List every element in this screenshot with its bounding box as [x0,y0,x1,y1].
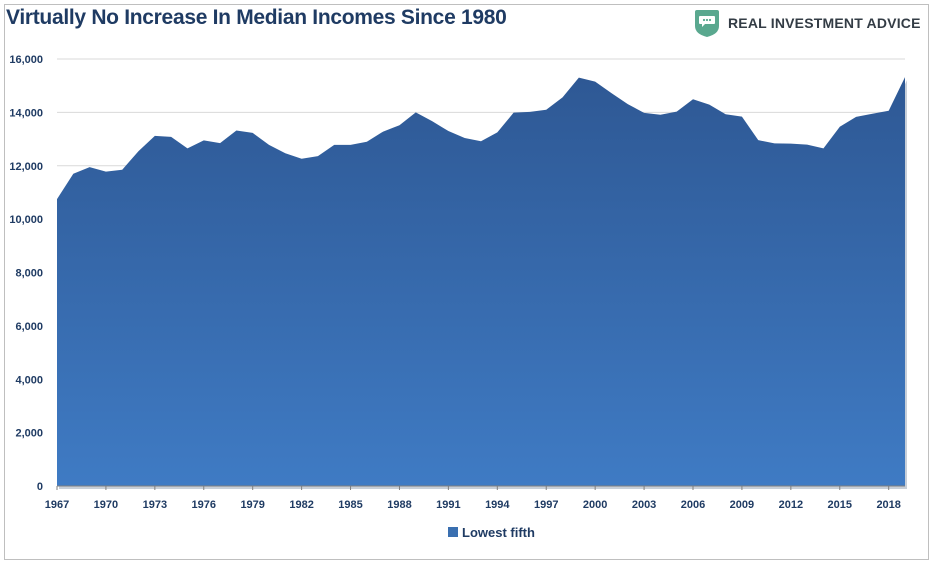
y-tick-label-7: 14,000 [9,107,43,119]
y-tick-label-1: 2,000 [15,428,43,440]
legend-swatch [448,527,458,537]
x-tick-label-12: 2003 [632,499,656,511]
legend-label: Lowest fifth [462,525,535,540]
y-tick-label-0: 0 [37,481,43,493]
chat-bubble-shield-icon [695,10,719,37]
x-tick-label-16: 2015 [828,499,852,511]
y-tick-label-8: 16,000 [9,54,43,66]
x-tick-label-15: 2012 [779,499,803,511]
y-tick-label-6: 12,000 [9,161,43,173]
x-tick-label-3: 1976 [192,499,216,511]
x-tick-label-1: 1970 [94,499,118,511]
x-tick-label-10: 1997 [534,499,558,511]
y-tick-label-4: 8,000 [15,268,43,280]
x-tick-label-4: 1979 [240,499,264,511]
legend: Lowest fifth [448,525,535,540]
x-tick-label-2: 1973 [143,499,167,511]
x-tick-label-7: 1988 [387,499,411,511]
x-tick-label-5: 1982 [289,499,313,511]
series-area-lowest-fifth [57,77,905,487]
x-tick-label-0: 1967 [45,499,69,511]
series-area [57,77,905,487]
chart-title: Virtually No Increase In Median Incomes … [6,6,507,29]
x-tick-label-8: 1991 [436,499,460,511]
x-tick-labels: 1967 1970 1973 1976 1979 1982 1985 1988 1991 1994… [45,486,901,511]
y-tick-label-2: 4,000 [15,374,43,386]
x-tick-label-13: 2006 [681,499,705,511]
x-tick-label-6: 1985 [338,499,362,511]
x-tick-label-9: 1994 [485,499,510,511]
x-tick-label-11: 2000 [583,499,607,511]
y-tick-label-5: 10,000 [9,214,43,226]
x-tick-label-17: 2018 [876,499,900,511]
brand-logo: REAL INVESTMENT ADVICE [694,8,921,38]
logo-text: REAL INVESTMENT ADVICE [728,15,921,31]
y-tick-labels: 0 2,000 4,000 6,000 8,000 10,000 12,000 14,000 1… [9,54,43,493]
x-tick-label-14: 2009 [730,499,754,511]
y-tick-label-3: 6,000 [15,321,43,333]
